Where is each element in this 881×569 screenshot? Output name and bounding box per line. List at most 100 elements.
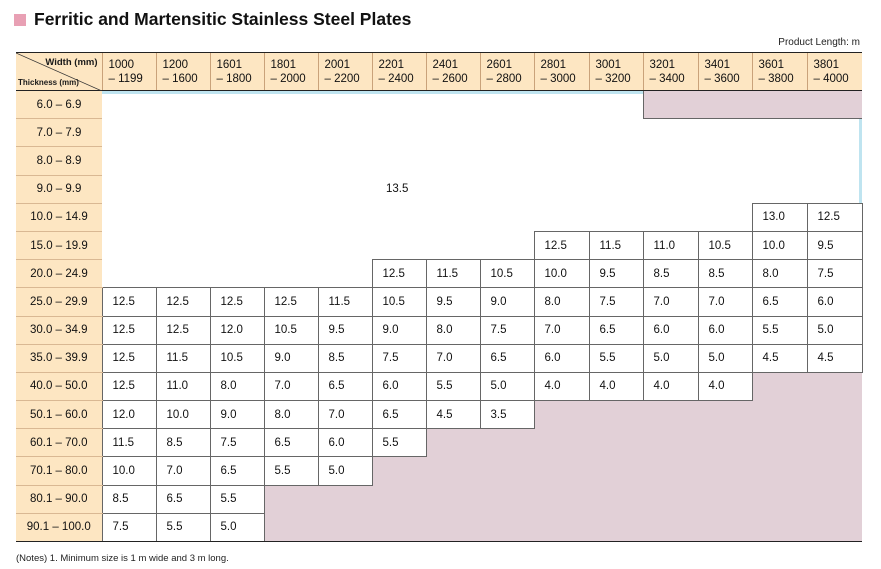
max-length-region (210, 231, 264, 260)
max-length-region (264, 90, 318, 119)
max-length-region (426, 203, 480, 232)
width-range-start: 3601 (758, 58, 785, 71)
thickness-row-label: 35.0 – 39.9 (16, 344, 102, 373)
unavailable-cell (807, 371, 862, 401)
max-length-cell: 12.5 (101, 315, 157, 345)
max-length-cell: 7.5 (101, 512, 157, 543)
thickness-row-label: 50.1 – 60.0 (16, 400, 102, 430)
title-marker (14, 13, 26, 26)
width-column-header: 2201– 2400 (371, 52, 426, 91)
max-length-region (156, 90, 210, 119)
max-length-region (534, 90, 589, 119)
unavailable-cell (589, 513, 643, 543)
max-length-cell: 12.5 (533, 230, 590, 261)
max-length-region (372, 118, 426, 147)
width-range-end: – 2800 (486, 72, 522, 85)
max-length-region (318, 231, 372, 260)
max-length-cell: 6.5 (751, 287, 808, 317)
footnote: (Notes) 1. Minimum size is 1 m wide and … (16, 553, 229, 564)
table-row: 90.1 – 100.0 7.5 5.5 5.0 (16, 512, 862, 543)
table-row: 80.1 – 90.0 8.5 6.5 5.5 (16, 484, 862, 514)
thickness-row-label: 80.1 – 90.0 (16, 485, 102, 514)
max-length-cell: 4.0 (533, 371, 590, 402)
max-length-cell: 10.0 (533, 259, 590, 289)
width-range-end: – 2000 (270, 72, 306, 85)
max-length-region (318, 175, 372, 204)
max-length-cell: 4.0 (642, 371, 699, 402)
max-length-cell: 10.0 (751, 230, 808, 261)
max-length-cell: 5.5 (751, 315, 808, 345)
thickness-row-label: 20.0 – 24.9 (16, 259, 102, 289)
width-range-start: 3801 (813, 58, 840, 71)
width-header-row: Width (mm) Thickness (mm) 1000– 1199 1200… (16, 52, 862, 91)
max-length-cell: 12.0 (101, 400, 157, 430)
max-length-region (372, 146, 426, 176)
max-length-cell: 9.5 (588, 259, 644, 289)
width-range-start: 1801 (270, 58, 297, 71)
max-length-region (156, 175, 210, 204)
table-row: 15.0 – 19.9 12.5 11.5 11.0 10.5 10.0 9.5 (16, 230, 863, 261)
thickness-row-label: 10.0 – 14.9 (16, 203, 102, 232)
max-length-region (210, 146, 264, 176)
unavailable-cell (807, 485, 862, 514)
max-length-cell: 12.5 (101, 371, 157, 402)
max-length-region (156, 146, 210, 176)
width-axis-label: Width (mm) (45, 57, 98, 68)
max-length-cell: 9.0 (371, 315, 427, 345)
max-length-cell: 12.0 (209, 315, 265, 345)
max-length-region (534, 118, 589, 147)
max-length-cell: 7.0 (155, 456, 211, 486)
max-length-cell: 6.5 (371, 400, 427, 430)
max-length-cell: 5.0 (697, 343, 753, 373)
width-range-end: – 3000 (540, 72, 576, 85)
max-length-cell: 5.5 (209, 484, 265, 514)
max-length-cell: 7.5 (209, 428, 265, 458)
max-length-cell: 12.5 (371, 259, 427, 289)
thickness-row-label: 70.1 – 80.0 (16, 456, 102, 486)
unavailable-cell (643, 400, 698, 429)
max-length-region (210, 118, 264, 147)
max-length-cell: 6.5 (155, 484, 211, 514)
unavailable-cell (480, 428, 534, 457)
max-length-cell: 10.5 (697, 230, 753, 261)
width-range-end: – 2200 (324, 72, 360, 85)
max-length-region (264, 175, 318, 204)
max-length-cell: 12.5 (155, 287, 211, 317)
max-length-cell: 10.5 (209, 343, 265, 373)
max-length-cell: 5.5 (155, 512, 211, 543)
thickness-row-label: 7.0 – 7.9 (16, 118, 102, 148)
product-length-unit: Product Length: m (778, 37, 860, 48)
max-length-region (372, 231, 426, 260)
max-length-region (643, 118, 698, 147)
max-length-cell: 8.0 (425, 315, 481, 345)
width-range-end: – 2600 (432, 72, 468, 85)
max-length-cell: 10.5 (371, 287, 427, 317)
width-range-end: – 1800 (216, 72, 252, 85)
plate-size-table: Width (mm) Thickness (mm) 1000– 1199 1200… (16, 52, 863, 543)
unavailable-cell (534, 485, 589, 514)
max-length-region-value: 13.5 (372, 175, 426, 204)
max-length-region (210, 259, 264, 288)
unavailable-cell (752, 485, 807, 514)
max-length-region (318, 203, 372, 232)
max-length-region (156, 203, 210, 232)
max-length-cell: 8.0 (533, 287, 590, 317)
max-length-cell: 8.5 (155, 428, 211, 458)
width-range-start: 3001 (595, 58, 622, 71)
thickness-row-label: 40.0 – 50.0 (16, 372, 102, 402)
unavailable-cell (807, 456, 862, 486)
width-column-header: 1801– 2000 (263, 52, 318, 91)
width-range-end: – 3400 (649, 72, 685, 85)
max-length-cell: 6.0 (642, 315, 699, 345)
max-length-region (426, 231, 480, 260)
max-length-region (156, 118, 210, 147)
table-row: 8.0 – 8.9 (16, 146, 862, 176)
max-length-cell: 7.0 (317, 400, 373, 430)
max-length-cell: 9.5 (317, 315, 373, 345)
max-length-cell: 8.5 (317, 343, 373, 373)
unavailable-cell (642, 90, 698, 120)
max-length-cell: 10.5 (479, 259, 535, 289)
max-length-cell: 4.5 (806, 343, 863, 373)
max-length-region (589, 118, 643, 147)
unavailable-cell (589, 400, 643, 429)
